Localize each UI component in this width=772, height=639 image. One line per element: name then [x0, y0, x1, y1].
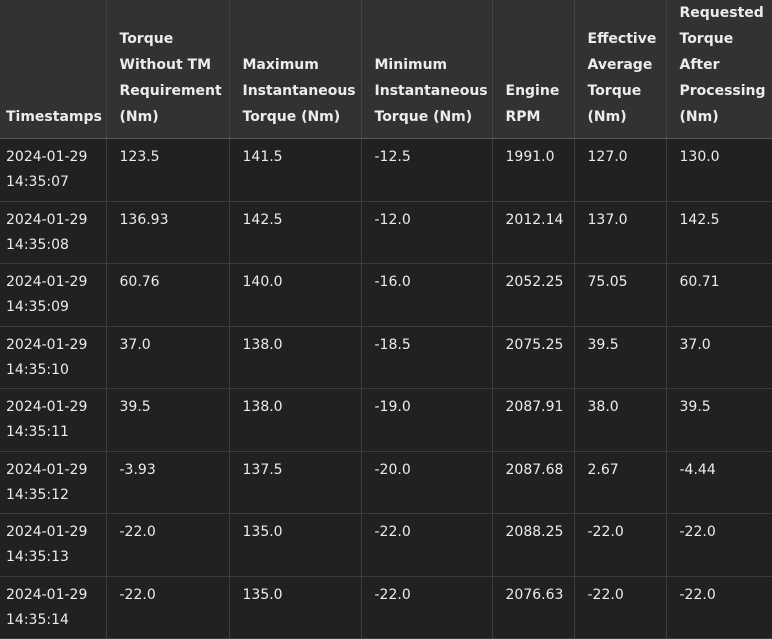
cell-engine-rpm: 2088.25 [491, 513, 574, 577]
cell-requested-torque: 130.0 [665, 138, 772, 202]
cell-min-torque: -12.0 [360, 201, 492, 264]
cell-max-torque: 140.0 [228, 263, 361, 327]
table-row: 2024-01-29 14:35:11 39.5 138.0 -19.0 2087.91 3… [0, 388, 772, 452]
cell-torque-without-tm: -3.93 [105, 451, 229, 514]
header-torque-without-tm: Torque Without TM Requirement (Nm) [105, 0, 229, 139]
cell-requested-torque: 39.5 [665, 388, 772, 452]
header-row: Timestamps Torque Without TM Requirement… [0, 0, 772, 139]
table-row: 2024-01-29 14:35:08 136.93 142.5 -12.0 2012.1… [0, 201, 772, 264]
cell-max-torque: 138.0 [228, 326, 361, 389]
cell-engine-rpm: 2087.91 [491, 388, 574, 452]
timestamp-date: 2024-01-29 [6, 586, 88, 603]
timestamp-date: 2024-01-29 [6, 211, 88, 228]
cell-min-torque: -19.0 [360, 388, 492, 452]
cell-max-torque: 137.5 [228, 451, 361, 514]
cell-requested-torque: -22.0 [665, 576, 772, 639]
header-engine-rpm: Engine RPM [491, 0, 574, 139]
cell-engine-rpm: 2012.14 [491, 201, 574, 264]
cell-timestamp: 2024-01-29 14:35:12 [0, 451, 106, 514]
cell-timestamp: 2024-01-29 14:35:13 [0, 513, 106, 577]
timestamp-date: 2024-01-29 [6, 399, 88, 415]
timestamp-time: 14:35:14 [6, 611, 69, 628]
cell-min-torque: -22.0 [360, 513, 492, 577]
timestamp-time: 14:35:08 [6, 236, 69, 253]
cell-torque-without-tm: 37.0 [105, 326, 229, 389]
header-timestamps: Timestamps [0, 0, 106, 139]
cell-max-torque: 141.5 [228, 138, 361, 202]
timestamp-date: 2024-01-29 [6, 524, 88, 540]
cell-effective-avg-torque: 75.05 [573, 263, 666, 327]
header-effective-avg-torque: Effective Average Torque (Nm) [573, 0, 666, 139]
cell-max-torque: 142.5 [228, 201, 361, 264]
table-row: 2024-01-29 14:35:12 -3.93 137.5 -20.0 2087.68… [0, 451, 772, 514]
cell-max-torque: 135.0 [228, 513, 361, 577]
timestamp-date: 2024-01-29 [6, 274, 88, 290]
cell-requested-torque: -4.44 [665, 451, 772, 514]
cell-torque-without-tm: -22.0 [105, 513, 229, 577]
cell-timestamp: 2024-01-29 14:35:09 [0, 263, 106, 327]
timestamp-time: 14:35:10 [6, 361, 69, 378]
cell-engine-rpm: 2052.25 [491, 263, 574, 327]
cell-requested-torque: 60.71 [665, 263, 772, 327]
timestamp-time: 14:35:11 [6, 424, 69, 440]
cell-max-torque: 135.0 [228, 576, 361, 639]
timestamp-time: 14:35:09 [6, 299, 69, 315]
timestamp-date: 2024-01-29 [6, 461, 88, 478]
header-min-torque: Minimum Instantaneous Torque (Nm) [360, 0, 492, 139]
cell-min-torque: -16.0 [360, 263, 492, 327]
cell-torque-without-tm: 136.93 [105, 201, 229, 264]
cell-min-torque: -12.5 [360, 138, 492, 202]
cell-timestamp: 2024-01-29 14:35:10 [0, 326, 106, 389]
table-row: 2024-01-29 14:35:07 123.5 141.5 -12.5 1991.0 1… [0, 138, 772, 202]
cell-torque-without-tm: 39.5 [105, 388, 229, 452]
cell-torque-without-tm: -22.0 [105, 576, 229, 639]
cell-timestamp: 2024-01-29 14:35:08 [0, 201, 106, 264]
timestamp-time: 14:35:12 [6, 486, 69, 503]
cell-effective-avg-torque: -22.0 [573, 513, 666, 577]
timestamp-date: 2024-01-29 [6, 149, 88, 165]
cell-effective-avg-torque: 127.0 [573, 138, 666, 202]
header-requested-torque: Requested Torque After Processing (Nm) [665, 0, 772, 139]
cell-requested-torque: 142.5 [665, 201, 772, 264]
cell-timestamp: 2024-01-29 14:35:07 [0, 138, 106, 202]
table-body: 2024-01-29 14:35:07 123.5 141.5 -12.5 1991.0 1… [0, 138, 772, 639]
cell-requested-torque: 37.0 [665, 326, 772, 389]
timestamp-date: 2024-01-29 [6, 336, 88, 353]
cell-engine-rpm: 2076.63 [491, 576, 574, 639]
timestamp-time: 14:35:07 [6, 174, 69, 190]
table-header: Timestamps Torque Without TM Requirement… [0, 0, 772, 139]
cell-max-torque: 138.0 [228, 388, 361, 452]
table-row: 2024-01-29 14:35:13 -22.0 135.0 -22.0 2088.25… [0, 513, 772, 577]
cell-torque-without-tm: 60.76 [105, 263, 229, 327]
table-row: 2024-01-29 14:35:14 -22.0 135.0 -22.0 2076.63… [0, 576, 772, 639]
cell-engine-rpm: 2075.25 [491, 326, 574, 389]
cell-engine-rpm: 1991.0 [491, 138, 574, 202]
cell-min-torque: -18.5 [360, 326, 492, 389]
cell-effective-avg-torque: 137.0 [573, 201, 666, 264]
cell-min-torque: -22.0 [360, 576, 492, 639]
timestamp-time: 14:35:13 [6, 549, 69, 565]
cell-effective-avg-torque: 2.67 [573, 451, 666, 514]
table-row: 2024-01-29 14:35:10 37.0 138.0 -18.5 2075.25 3… [0, 326, 772, 389]
cell-min-torque: -20.0 [360, 451, 492, 514]
header-max-torque: Maximum Instantaneous Torque (Nm) [228, 0, 361, 139]
cell-engine-rpm: 2087.68 [491, 451, 574, 514]
cell-torque-without-tm: 123.5 [105, 138, 229, 202]
cell-effective-avg-torque: 38.0 [573, 388, 666, 452]
cell-effective-avg-torque: 39.5 [573, 326, 666, 389]
cell-effective-avg-torque: -22.0 [573, 576, 666, 639]
cell-timestamp: 2024-01-29 14:35:14 [0, 576, 106, 639]
cell-timestamp: 2024-01-29 14:35:11 [0, 388, 106, 452]
cell-requested-torque: -22.0 [665, 513, 772, 577]
table-row: 2024-01-29 14:35:09 60.76 140.0 -16.0 2052.25… [0, 263, 772, 327]
